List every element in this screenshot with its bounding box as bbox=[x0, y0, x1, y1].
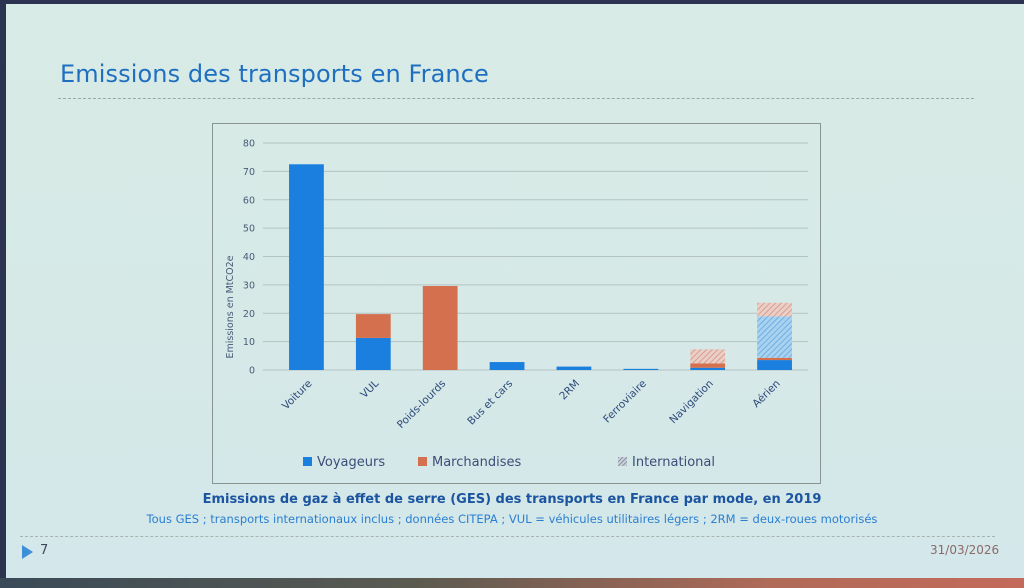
y-tick-label: 20 bbox=[243, 309, 255, 320]
legend-label-voyageurs: Voyageurs bbox=[317, 455, 385, 470]
emissions-chart: 0 10 20 30 40 50 60 70 80 Emissions en MtCO2e Vo… bbox=[225, 139, 808, 470]
x-tick-label: Navigation bbox=[667, 378, 716, 427]
bar-voyageurs bbox=[623, 368, 659, 370]
y-axis-label: Emissions en MtCO2e bbox=[225, 255, 236, 358]
legend: Voyageurs Marchandises International bbox=[303, 455, 715, 470]
x-tick-label: 2RM bbox=[557, 378, 582, 403]
chart-source-note: Tous GES ; transports internationaux inc… bbox=[146, 512, 878, 526]
screen-bottom-edge bbox=[0, 578, 1024, 588]
legend-swatch-marchandises bbox=[418, 457, 427, 466]
chart-frame: 0 10 20 30 40 50 60 70 80 Emissions en MtCO2e Vo… bbox=[212, 123, 821, 484]
page-number: 7 bbox=[40, 543, 49, 558]
bar-voyageurs bbox=[757, 360, 792, 370]
bars bbox=[289, 164, 792, 370]
legend-swatch-international bbox=[618, 457, 627, 466]
y-tick-label: 10 bbox=[243, 337, 255, 348]
x-tick-label: VUL bbox=[358, 378, 381, 401]
x-axis-ticks: Voiture VUL Poids-lourds Bus et cars 2RM Ferr… bbox=[280, 378, 783, 431]
y-tick-label: 0 bbox=[249, 366, 255, 377]
x-tick-label: Poids-lourds bbox=[395, 378, 448, 431]
legend-swatch-voyageurs bbox=[303, 457, 312, 466]
triangle-right-icon bbox=[22, 545, 33, 559]
x-tick-label: Aérien bbox=[750, 378, 782, 410]
bar-marchandises bbox=[355, 314, 391, 338]
y-tick-label: 40 bbox=[243, 252, 255, 263]
bar-voyageurs bbox=[556, 366, 592, 370]
bar-voyageurs bbox=[690, 367, 726, 370]
bar-marchandises bbox=[690, 363, 726, 368]
bar-voyageurs bbox=[489, 362, 525, 370]
x-tick-label: Bus et cars bbox=[465, 378, 515, 428]
bar-voyageurs bbox=[289, 164, 324, 370]
slide-title: Emissions des transports en France bbox=[60, 60, 489, 88]
y-tick-label: 30 bbox=[243, 280, 255, 291]
y-axis-ticks: 0 10 20 30 40 50 60 70 80 bbox=[243, 139, 255, 377]
legend-label-marchandises: Marchandises bbox=[432, 455, 521, 470]
bar-marchandises bbox=[422, 286, 458, 370]
title-divider bbox=[58, 98, 974, 99]
gridlines bbox=[263, 142, 808, 371]
bar-international_voyageurs bbox=[757, 316, 792, 358]
y-tick-label: 70 bbox=[243, 167, 255, 178]
footer-divider bbox=[20, 536, 995, 537]
slide bbox=[6, 4, 1024, 578]
y-tick-label: 80 bbox=[243, 139, 255, 150]
bar-marchandises bbox=[757, 357, 792, 361]
bar-voyageurs bbox=[355, 337, 391, 370]
x-tick-label: Ferroviaire bbox=[601, 378, 649, 426]
slide-date: 31/03/2026 bbox=[930, 543, 1000, 557]
legend-label-international: International bbox=[632, 455, 715, 470]
bar-international_marchandises bbox=[690, 349, 726, 364]
chart-caption: Emissions de gaz à effet de serre (GES) … bbox=[202, 492, 822, 507]
y-tick-label: 50 bbox=[243, 224, 255, 235]
y-tick-label: 60 bbox=[243, 195, 255, 206]
x-tick-label: Voiture bbox=[280, 378, 315, 413]
bar-international_marchandises bbox=[757, 302, 792, 317]
